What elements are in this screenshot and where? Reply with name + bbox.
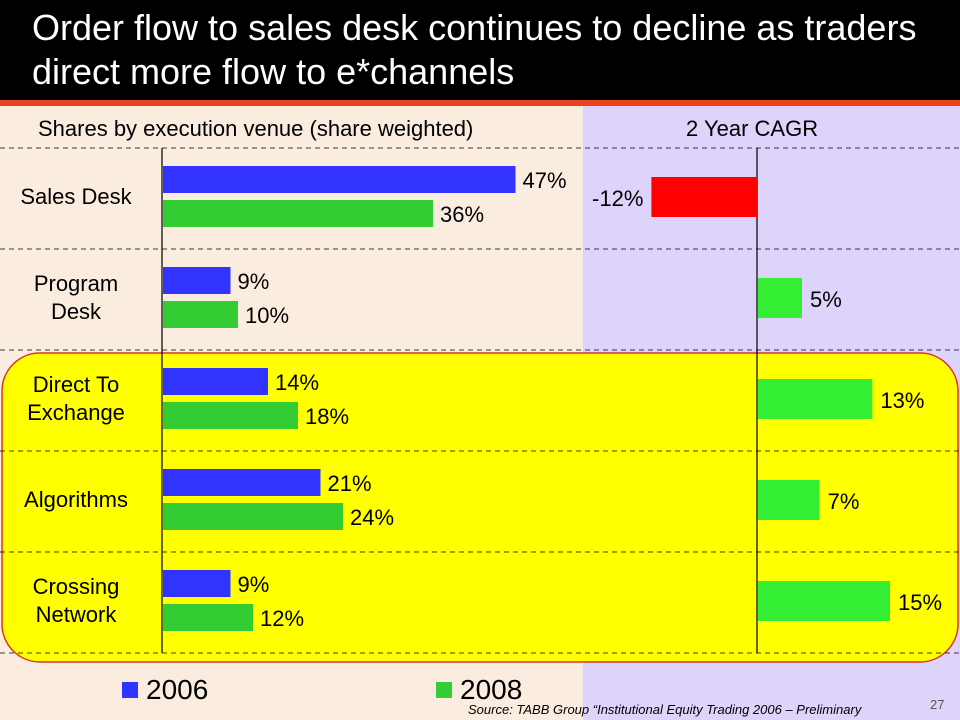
page-number: 27 xyxy=(930,697,945,712)
bar-label-2008-1: 10% xyxy=(245,303,289,328)
category-label-line: Desk xyxy=(50,298,102,324)
legend-label-2006: 2006 xyxy=(146,674,209,705)
category-label: Program Desk xyxy=(0,270,156,326)
left-chart-title: Shares by execution venue (share weighte… xyxy=(38,116,474,141)
category-label-line: Network xyxy=(35,601,117,627)
bar-2006-1 xyxy=(163,267,231,294)
cagr-bar-4 xyxy=(758,581,890,621)
bar-label-2008-0: 36% xyxy=(440,202,484,227)
legend: 2006 2008 xyxy=(0,674,960,705)
bar-2008-4 xyxy=(163,604,253,631)
cagr-label-3: 7% xyxy=(828,489,860,514)
bar-label-2006-3: 21% xyxy=(328,471,372,496)
bar-2008-2 xyxy=(163,402,298,429)
bar-label-2008-2: 18% xyxy=(305,404,349,429)
legend-swatch-2006 xyxy=(122,682,138,698)
category-label-line: Crossing xyxy=(32,573,120,599)
highlight-region xyxy=(1,352,959,663)
bar-2008-3 xyxy=(163,503,343,530)
bar-label-2006-1: 9% xyxy=(238,269,270,294)
cagr-bar-0 xyxy=(651,177,757,217)
category-label: Direct To Exchange xyxy=(0,371,156,427)
title-bar: Order flow to sales desk continues to de… xyxy=(0,0,960,100)
bar-2008-1 xyxy=(163,301,238,328)
category-label-line: Exchange xyxy=(27,399,125,425)
legend-swatch-2008 xyxy=(436,682,452,698)
bar-2006-0 xyxy=(163,166,516,193)
bar-2008-0 xyxy=(163,200,433,227)
category-label-line: Direct To xyxy=(32,371,120,397)
category-label: Algorithms xyxy=(0,486,156,514)
right-chart-title: 2 Year CAGR xyxy=(686,116,819,141)
cagr-bar-3 xyxy=(758,480,820,520)
bar-label-2006-0: 47% xyxy=(523,168,567,193)
category-label-line: Algorithms xyxy=(24,486,128,512)
slide-title: Order flow to sales desk continues to de… xyxy=(32,7,917,92)
category-label: Sales Desk xyxy=(0,183,156,211)
cagr-label-4: 15% xyxy=(898,590,942,615)
cagr-label-0: -12% xyxy=(592,186,643,211)
category-label-line: Program xyxy=(33,270,119,296)
bar-label-2008-3: 24% xyxy=(350,505,394,530)
cagr-bar-2 xyxy=(758,379,873,419)
bar-label-2008-4: 12% xyxy=(260,606,304,631)
bar-2006-4 xyxy=(163,570,231,597)
cagr-label-1: 5% xyxy=(810,287,842,312)
title-accent-line xyxy=(0,100,960,106)
cagr-label-2: 13% xyxy=(880,388,924,413)
legend-label-2008: 2008 xyxy=(460,674,523,705)
bar-label-2006-2: 14% xyxy=(275,370,319,395)
bar-2006-2 xyxy=(163,368,268,395)
bar-2006-3 xyxy=(163,469,321,496)
category-label: Crossing Network xyxy=(0,573,156,629)
bar-label-2006-4: 9% xyxy=(238,572,270,597)
source-note: Source: TABB Group “Institutional Equity… xyxy=(468,702,862,717)
cagr-bar-1 xyxy=(758,278,802,318)
category-label-line: Sales Desk xyxy=(20,183,132,209)
